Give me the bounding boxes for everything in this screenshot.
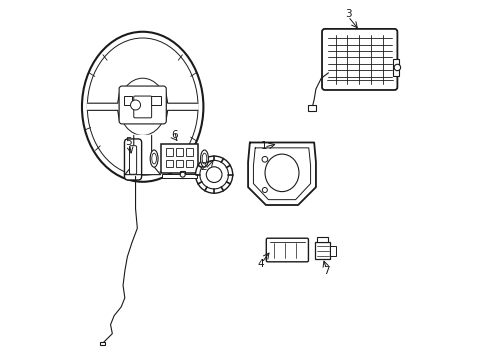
Circle shape xyxy=(393,64,400,71)
Text: 2: 2 xyxy=(200,162,206,172)
Circle shape xyxy=(206,167,222,183)
FancyBboxPatch shape xyxy=(134,96,151,118)
Bar xyxy=(185,148,193,156)
Bar xyxy=(307,105,315,111)
Ellipse shape xyxy=(264,154,298,192)
FancyBboxPatch shape xyxy=(129,146,136,174)
Ellipse shape xyxy=(202,153,206,164)
FancyBboxPatch shape xyxy=(119,86,166,124)
Bar xyxy=(160,144,198,173)
Bar xyxy=(176,159,183,167)
Bar xyxy=(315,242,329,259)
Polygon shape xyxy=(165,93,198,121)
Text: 4: 4 xyxy=(257,259,264,269)
Polygon shape xyxy=(87,93,119,121)
Circle shape xyxy=(200,160,228,189)
Bar xyxy=(150,96,161,105)
Text: 1: 1 xyxy=(260,141,267,151)
Circle shape xyxy=(130,100,140,110)
Bar xyxy=(185,159,193,167)
Ellipse shape xyxy=(150,150,158,167)
Bar xyxy=(165,159,173,167)
Circle shape xyxy=(262,157,267,162)
Bar xyxy=(124,96,132,105)
Bar xyxy=(176,148,183,156)
Ellipse shape xyxy=(151,153,156,164)
Text: 3: 3 xyxy=(344,9,351,19)
Circle shape xyxy=(262,188,267,193)
Polygon shape xyxy=(124,135,160,175)
Ellipse shape xyxy=(119,78,165,135)
Bar xyxy=(180,171,185,178)
FancyBboxPatch shape xyxy=(266,238,308,262)
Ellipse shape xyxy=(200,150,208,167)
Text: 5: 5 xyxy=(125,138,131,148)
Circle shape xyxy=(195,156,232,193)
Bar xyxy=(165,148,173,156)
Bar xyxy=(392,59,398,76)
Text: 7: 7 xyxy=(323,266,329,276)
Circle shape xyxy=(180,172,185,177)
Polygon shape xyxy=(247,143,315,205)
Bar xyxy=(162,174,197,178)
Bar xyxy=(316,237,328,242)
Ellipse shape xyxy=(82,32,203,182)
FancyBboxPatch shape xyxy=(124,139,142,180)
Bar xyxy=(100,342,104,345)
FancyBboxPatch shape xyxy=(322,29,397,90)
Bar xyxy=(329,246,335,256)
Text: 6: 6 xyxy=(171,130,178,140)
